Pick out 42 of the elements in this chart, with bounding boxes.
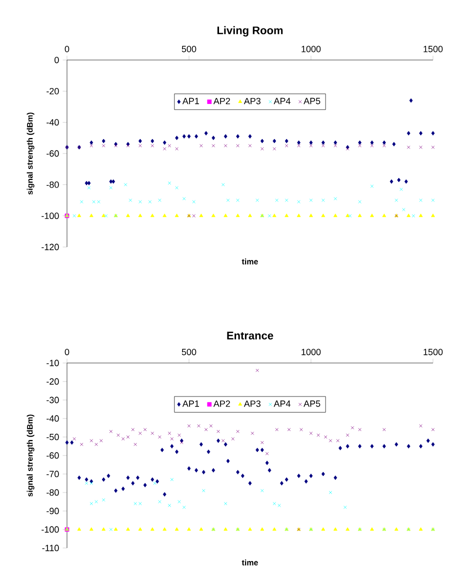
x-tick-label: 1500	[424, 348, 443, 356]
x-tick-label: 500	[182, 348, 196, 356]
x-tick-label: 1500	[424, 46, 443, 52]
y-tick-label: -60	[46, 452, 59, 459]
x-tick-label: 1000	[302, 46, 321, 52]
legend-label: AP5	[304, 98, 320, 104]
chart-title: Living Room	[217, 26, 283, 36]
y-tick-label: -80	[46, 489, 59, 496]
legend-label: AP3	[244, 400, 261, 407]
legend-label: AP4	[274, 98, 290, 104]
chart-title: Entrance	[227, 332, 274, 340]
y-tick-label: 0	[54, 56, 59, 64]
y-tick-label: -20	[46, 88, 59, 94]
y-tick-label: -40	[46, 119, 59, 126]
x-tick-label: 500	[182, 46, 196, 52]
y-tick-label: -40	[46, 415, 59, 422]
x-axis-title: time	[242, 560, 258, 566]
legend-label: AP3	[244, 98, 261, 104]
y-tick-label: -60	[46, 150, 59, 157]
legend-label: AP1	[182, 98, 199, 104]
y-tick-label: -110	[42, 544, 59, 552]
y-axis-title: signal strength (dBm)	[26, 112, 34, 195]
legend-label: AP2	[213, 400, 230, 407]
x-tick-label: 0	[64, 348, 70, 356]
legend-label: AP5	[304, 400, 320, 407]
y-tick-label: -50	[46, 434, 59, 440]
legend-label: AP4	[274, 400, 290, 407]
y-tick-label: -10	[46, 360, 59, 366]
y-tick-label: -70	[46, 470, 59, 478]
x-tick-label: 0	[64, 46, 70, 52]
x-axis-title: time	[242, 258, 258, 264]
legend-label: AP2	[213, 98, 230, 104]
y-tick-label: -90	[46, 508, 59, 514]
y-tick-label: -30	[46, 396, 59, 404]
y-tick-label: -120	[42, 244, 59, 250]
x-tick-label: 1000	[302, 348, 321, 356]
y-axis-title: signal strength (dBm)	[26, 414, 34, 497]
y-tick-label: -100	[42, 212, 59, 220]
legend-label: AP1	[182, 400, 199, 407]
y-tick-label: -100	[42, 526, 59, 533]
y-tick-label: -80	[46, 181, 59, 188]
y-tick-label: -20	[46, 378, 59, 385]
